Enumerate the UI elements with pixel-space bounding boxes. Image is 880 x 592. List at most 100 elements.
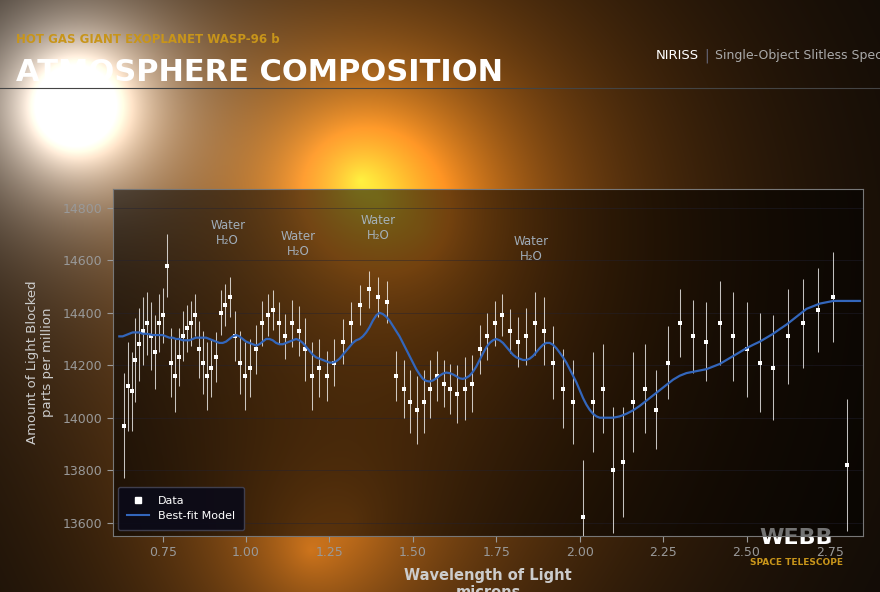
Point (218, 300, 232, 310)
Point (136, 326, 150, 336)
Point (278, 332, 292, 341)
Text: ATMOSPHERE COMPOSITION: ATMOSPHERE COMPOSITION (16, 58, 502, 86)
Point (121, 381, 135, 391)
Point (616, 458, 630, 467)
Point (436, 379, 451, 388)
Point (292, 326, 306, 336)
Point (117, 421, 131, 430)
Point (255, 318, 269, 328)
Text: Water
H₂O: Water H₂O (360, 214, 395, 242)
Point (546, 358, 560, 368)
Point (160, 261, 174, 271)
Point (766, 363, 781, 372)
Text: Water
H₂O: Water H₂O (210, 219, 246, 247)
Point (285, 318, 299, 328)
Point (423, 384, 437, 394)
Point (586, 397, 600, 407)
Point (537, 326, 551, 336)
Point (336, 337, 350, 346)
Point (260, 311, 275, 320)
Point (626, 397, 640, 407)
Point (312, 363, 326, 372)
Point (267, 305, 281, 315)
Text: NIRISS: NIRISS (656, 49, 699, 62)
Point (840, 460, 854, 469)
Point (273, 318, 287, 328)
Point (214, 308, 228, 317)
Point (826, 292, 840, 302)
Point (201, 371, 215, 381)
Point (172, 353, 187, 362)
Point (152, 318, 166, 328)
Point (488, 318, 502, 328)
Text: |: | (704, 49, 708, 63)
Point (327, 358, 341, 368)
Point (209, 353, 224, 362)
Point (344, 318, 358, 328)
Point (713, 318, 727, 328)
Point (466, 379, 480, 388)
Point (661, 358, 675, 368)
Point (739, 345, 753, 354)
Point (224, 292, 238, 302)
Point (444, 384, 458, 394)
Text: Single-Object Slitless Spectroscopy: Single-Object Slitless Spectroscopy (715, 49, 880, 62)
Point (196, 358, 210, 368)
Point (410, 405, 424, 414)
Point (480, 332, 494, 341)
Text: Water
H₂O: Water H₂O (514, 235, 549, 263)
Point (503, 326, 517, 336)
Point (229, 332, 243, 341)
Y-axis label: Amount of Light Blocked
parts per million: Amount of Light Blocked parts per millio… (26, 281, 55, 445)
Point (157, 311, 171, 320)
Text: SPACE TELESCOPE: SPACE TELESCOPE (750, 558, 843, 567)
Point (370, 292, 385, 302)
X-axis label: Wavelength of Light
microns: Wavelength of Light microns (404, 568, 572, 592)
Text: Water
H₂O: Water H₂O (280, 230, 315, 258)
Point (649, 405, 664, 414)
Text: WEBB: WEBB (759, 527, 833, 548)
Point (298, 345, 312, 354)
Point (403, 397, 417, 407)
Point (726, 332, 740, 341)
Point (450, 390, 464, 399)
Point (244, 363, 258, 372)
Point (249, 345, 263, 354)
Point (781, 332, 796, 341)
Point (672, 318, 686, 328)
Point (519, 332, 533, 341)
Point (188, 311, 202, 320)
Legend: Data, Best-fit Model: Data, Best-fit Model (118, 487, 245, 530)
Point (397, 384, 411, 394)
Point (128, 355, 143, 365)
Point (429, 371, 444, 381)
Point (380, 298, 394, 307)
Point (132, 339, 146, 349)
Point (125, 387, 139, 396)
Point (511, 337, 525, 346)
Point (811, 305, 825, 315)
Point (416, 397, 430, 407)
Point (140, 318, 154, 328)
Point (638, 384, 652, 394)
Text: HOT GAS GIANT EXOPLANET WASP-96 b: HOT GAS GIANT EXOPLANET WASP-96 b (16, 33, 280, 46)
Point (566, 397, 580, 407)
Point (528, 318, 542, 328)
Point (204, 363, 218, 372)
Point (576, 513, 590, 522)
Point (176, 332, 190, 341)
Point (556, 384, 570, 394)
Point (319, 371, 334, 381)
Point (149, 348, 163, 357)
Point (353, 300, 367, 310)
Point (686, 332, 700, 341)
Point (238, 371, 253, 381)
Point (165, 358, 179, 368)
Point (606, 465, 620, 475)
Point (495, 311, 510, 320)
Point (233, 358, 247, 368)
Point (362, 284, 376, 294)
Point (596, 384, 610, 394)
Point (168, 371, 182, 381)
Point (193, 345, 207, 354)
